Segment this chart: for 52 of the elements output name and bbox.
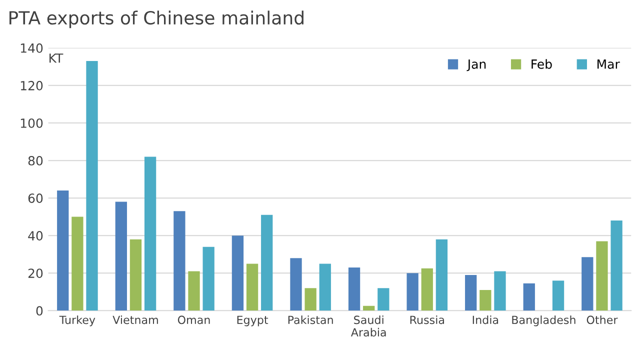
bar — [246, 264, 258, 311]
bar — [596, 241, 608, 311]
y-tick-label: 100 — [20, 118, 43, 128]
chart-title: PTA exports of Chinese mainland — [10, 10, 304, 28]
x-tick-label: Egypt — [237, 316, 268, 326]
bar — [582, 257, 594, 311]
x-tick-label: Other — [586, 315, 618, 324]
x-tick-label: Vietnam — [112, 315, 158, 324]
bar — [319, 264, 331, 311]
y-tick-label: 140 — [20, 43, 43, 53]
y-tick-label: 60 — [28, 194, 43, 203]
bar — [232, 236, 244, 311]
bar — [378, 288, 390, 311]
bar — [552, 280, 564, 311]
bar — [188, 271, 200, 311]
bar — [480, 290, 492, 311]
bar — [406, 273, 418, 311]
bar — [86, 61, 98, 311]
y-tick-label: 80 — [28, 156, 43, 166]
bar — [115, 202, 127, 311]
bar — [144, 156, 156, 311]
legend-label: Feb — [532, 59, 552, 69]
bar — [523, 283, 535, 311]
x-tick-label: Bangladesh — [512, 315, 576, 326]
bar — [261, 214, 273, 311]
x-tick-label: Russia — [410, 315, 444, 324]
y-tick-label: 120 — [20, 80, 43, 90]
bar — [348, 267, 360, 311]
bar — [290, 258, 302, 311]
bar — [202, 246, 214, 311]
y-tick-label: 20 — [28, 268, 43, 278]
x-tick-label: Pakistan — [288, 315, 333, 324]
x-tick-label: India — [472, 315, 498, 324]
legend-label: Mar — [598, 60, 620, 69]
bar — [610, 220, 622, 311]
x-tick-label: Oman — [178, 316, 210, 324]
bar — [494, 271, 506, 311]
y-tick-label: 40 — [28, 231, 43, 240]
bar — [57, 190, 69, 311]
y-tick-label: 0 — [36, 306, 43, 316]
bar — [174, 211, 186, 311]
x-tick-label: Saudi Arabia — [350, 315, 386, 337]
legend-label: Jan — [466, 60, 486, 72]
bar — [436, 239, 448, 311]
bar — [72, 216, 84, 311]
bar — [363, 306, 375, 311]
bar — [465, 274, 477, 311]
bar — [130, 239, 142, 311]
bar — [304, 288, 316, 311]
bar — [421, 268, 433, 311]
y-axis-title: KT — [50, 54, 64, 63]
x-tick-label: Turkey — [59, 315, 96, 326]
